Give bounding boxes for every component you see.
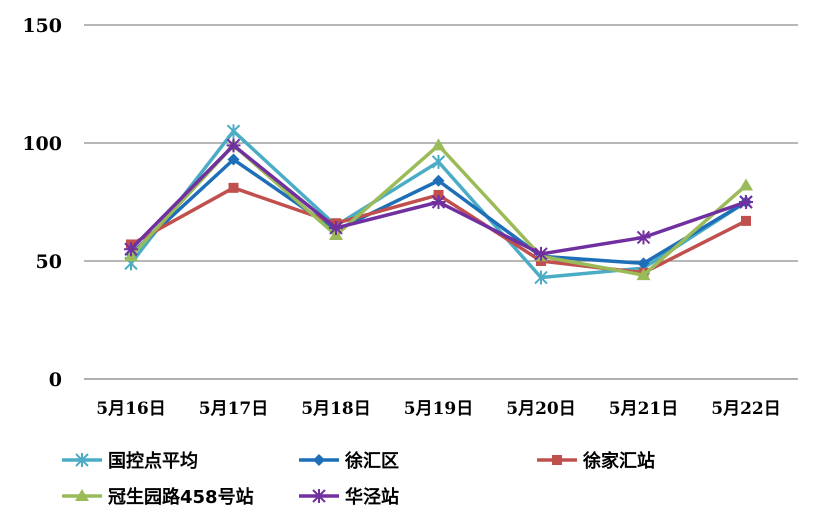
data-point	[226, 138, 241, 153]
x-tick-label: 5月22日	[711, 399, 781, 419]
legend-item: 徐汇区	[299, 450, 399, 472]
data-point	[431, 154, 446, 169]
y-axis-tick-labels: 0 50 100 150	[22, 15, 62, 391]
data-point	[226, 124, 241, 139]
legend-marker	[75, 489, 89, 501]
legend-item: 国控点平均	[62, 450, 198, 472]
data-point	[637, 257, 650, 270]
data-point	[228, 182, 239, 193]
legend-item: 华泾站	[299, 486, 399, 508]
legend-marker	[313, 454, 325, 466]
x-tick-label: 5月18日	[301, 399, 371, 419]
legend-item: 徐家汇站	[537, 450, 655, 472]
data-point	[433, 189, 444, 200]
legend-label: 徐家汇站	[582, 450, 655, 472]
y-tick-label: 100	[22, 133, 62, 155]
legend-label: 冠生园路458号站	[108, 486, 254, 508]
data-point	[534, 270, 548, 285]
y-tick-label: 0	[49, 369, 62, 391]
x-axis-tick-labels: 5月16日 5月17日 5月18日 5月19日 5月20日 5月21日 5月22日	[96, 399, 781, 419]
data-point	[534, 246, 548, 261]
legend-marker	[552, 455, 562, 465]
data-point	[739, 178, 753, 191]
y-tick-label: 150	[22, 15, 62, 37]
series-2	[125, 153, 752, 270]
legend-label: 徐汇区	[344, 450, 399, 472]
x-tick-label: 5月21日	[609, 399, 679, 419]
data-point	[636, 268, 651, 281]
x-tick-label: 5月20日	[506, 399, 576, 419]
legend-label: 华泾站	[345, 486, 399, 508]
data-point	[124, 242, 138, 257]
x-tick-label: 5月16日	[96, 399, 166, 419]
data-point	[741, 215, 751, 226]
data-point	[329, 220, 343, 235]
y-tick-label: 50	[36, 251, 62, 273]
data-point	[739, 195, 753, 209]
legend-item: 冠生园路458号站	[62, 486, 254, 508]
series-5	[124, 138, 753, 261]
data-point	[431, 138, 446, 151]
data-point	[636, 230, 651, 245]
data-point	[431, 195, 446, 209]
legend-marker	[312, 489, 326, 503]
data-point	[227, 153, 240, 166]
data-point	[432, 174, 445, 187]
legend-label: 国控点平均	[108, 450, 198, 472]
x-tick-label: 5月19日	[404, 399, 474, 419]
plot-area	[124, 124, 753, 285]
x-tick-label: 5月17日	[199, 399, 269, 419]
legend-marker	[75, 453, 89, 467]
